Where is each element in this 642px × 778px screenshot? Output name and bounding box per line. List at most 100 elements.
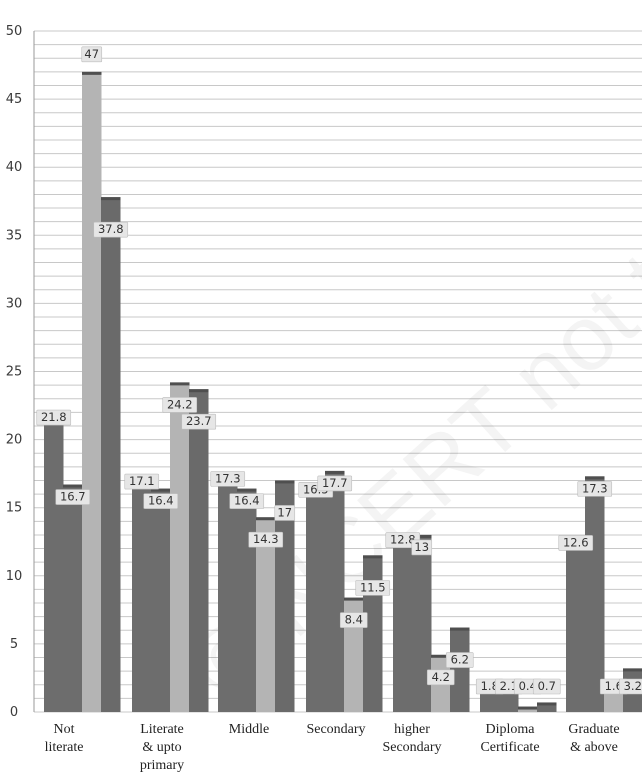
bar-cap — [82, 71, 102, 75]
bar — [82, 71, 102, 713]
data-label: 12.8 — [390, 533, 416, 547]
x-category-label: Graduate — [568, 722, 619, 737]
data-label: 0.7 — [538, 679, 556, 693]
bar-cap — [189, 389, 209, 393]
y-axis-ticks: 0 5 10 15 20 25 30 35 40 45 50 — [6, 24, 23, 720]
data-label: 4.2 — [432, 670, 450, 684]
x-category-label: Middle — [229, 722, 269, 737]
bar — [306, 487, 326, 712]
bar-cap — [325, 470, 345, 474]
data-label-bg — [618, 678, 642, 695]
bar — [132, 479, 152, 712]
bar — [585, 476, 605, 712]
y-tick-label: 30 — [6, 296, 23, 311]
x-category-label: higher — [394, 722, 430, 737]
data-label: 17.7 — [322, 476, 348, 490]
y-tick-label: 25 — [6, 365, 23, 380]
data-label-bg — [93, 221, 129, 238]
bar — [393, 537, 413, 712]
data-label: 37.8 — [98, 222, 124, 236]
bar — [256, 517, 276, 712]
data-label-bg — [36, 409, 72, 426]
data-label-bg — [248, 531, 284, 548]
bar-cap — [170, 382, 190, 386]
data-label-bg — [81, 46, 103, 63]
y-tick-label: 5 — [10, 637, 18, 652]
bar — [325, 470, 345, 712]
bar — [537, 702, 557, 712]
data-label: 23.7 — [186, 414, 212, 428]
data-label-bg — [229, 493, 265, 509]
x-category-label: Diploma — [486, 722, 536, 737]
data-label-bg — [577, 481, 613, 497]
bar — [44, 415, 64, 712]
bar-cap — [450, 627, 470, 631]
data-label: 13 — [414, 540, 429, 554]
y-tick-label: 35 — [6, 228, 23, 243]
x-category-label: Secondary — [382, 740, 441, 755]
data-label: 8.4 — [345, 613, 363, 627]
bar-cap — [412, 534, 432, 538]
data-label: 1.6 — [605, 679, 623, 693]
data-label-bg — [55, 489, 91, 505]
bar — [218, 476, 238, 712]
bar — [237, 488, 257, 712]
data-label: 47 — [84, 47, 99, 61]
data-label-bg — [317, 475, 353, 492]
x-category-label: literate — [45, 740, 84, 755]
y-tick-label: 40 — [6, 160, 23, 175]
data-label: 17.1 — [129, 474, 155, 488]
data-label: 2.1 — [500, 679, 518, 693]
data-label: 11.5 — [360, 580, 386, 594]
data-label-bg — [274, 505, 296, 521]
bar-cap — [63, 484, 83, 488]
x-category-label: Not — [54, 722, 75, 737]
bar-cap — [237, 488, 257, 492]
data-label-bg — [532, 678, 561, 695]
bar-cap — [344, 597, 364, 601]
bar-cap — [518, 706, 538, 710]
data-label-bg — [426, 669, 455, 686]
bar — [412, 534, 432, 712]
bar — [363, 555, 383, 712]
bar — [566, 540, 586, 712]
x-category-label: Secondary — [306, 722, 365, 737]
y-tick-label: 15 — [6, 501, 23, 516]
x-category-label: Certificate — [480, 740, 539, 755]
data-label-bg — [339, 612, 368, 628]
x-category-label: Literate — [140, 722, 184, 737]
data-label-bg — [124, 473, 160, 490]
y-tick-label: 10 — [6, 569, 23, 584]
bar-cap — [256, 517, 276, 521]
data-label-bg — [445, 652, 474, 668]
x-axis-categories: Not literate Literate & upto primary Middle Se… — [45, 722, 620, 773]
data-label: 17 — [277, 505, 292, 519]
bar-cap — [431, 654, 451, 658]
bar-cap — [275, 480, 295, 484]
x-category-label: & upto — [142, 740, 181, 755]
y-tick-label: 0 — [10, 705, 18, 720]
x-category-label: & above — [570, 740, 618, 755]
data-label: 16.4 — [148, 494, 174, 508]
data-label: 3.2 — [624, 679, 642, 693]
data-label-bg — [355, 580, 391, 596]
bar — [604, 690, 624, 712]
bar-cap — [623, 668, 642, 672]
bar-cap — [101, 197, 121, 201]
data-label: 17.3 — [582, 481, 608, 495]
bar-cap — [585, 476, 605, 480]
bar — [151, 488, 171, 712]
data-label-bg — [558, 535, 594, 551]
y-tick-label: 50 — [6, 24, 23, 39]
data-label: 14.3 — [253, 532, 279, 546]
x-category-label: primary — [140, 758, 184, 773]
data-label: 1.8 — [481, 679, 499, 693]
data-label-bg — [162, 397, 198, 413]
data-label-bg — [210, 471, 246, 487]
bar-cap — [151, 488, 171, 492]
data-label-bg — [181, 413, 217, 430]
data-label-bg — [143, 493, 179, 509]
bar — [170, 382, 190, 712]
y-tick-label: 20 — [6, 433, 23, 448]
